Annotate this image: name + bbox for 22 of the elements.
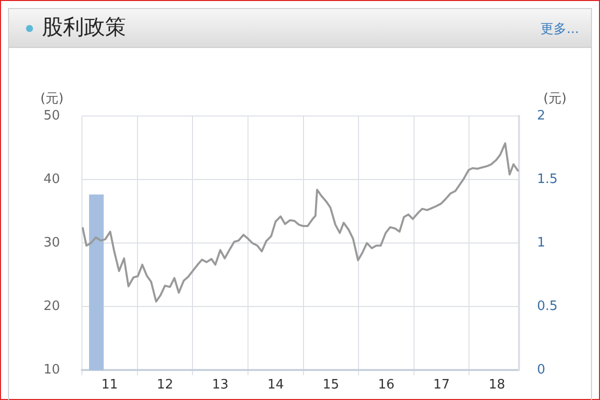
x-tick-label: 12 — [156, 377, 174, 392]
x-tick-label: 17 — [433, 377, 450, 392]
chart-title: 股利政策 — [42, 14, 126, 41]
y-tick-label: 20 — [43, 299, 60, 314]
x-tick-label: 16 — [378, 377, 395, 392]
y2-tick-label: 0.5 — [537, 299, 558, 314]
x-tick-label: 13 — [212, 377, 229, 392]
y2-tick-label: 0 — [537, 362, 546, 378]
y-tick-label: 30 — [43, 235, 60, 250]
text: 更多... — [540, 21, 579, 38]
y2-tick-label: 2 — [537, 108, 546, 124]
y-tick-label: 50 — [43, 108, 60, 124]
y2-axis-title: (元) — [543, 91, 567, 106]
x-tick-label: 18 — [488, 377, 506, 392]
x-tick-label: 14 — [267, 377, 284, 392]
x-tick-label: 11 — [101, 377, 118, 392]
x-tick-label: 15 — [322, 377, 340, 392]
y-tick-label: 10 — [43, 362, 60, 378]
y2-tick-label: 1 — [537, 235, 546, 250]
y-tick-label: 40 — [43, 172, 60, 187]
y2-tick-label: 1.5 — [537, 172, 558, 187]
y-axis-title: (元) — [40, 91, 64, 106]
